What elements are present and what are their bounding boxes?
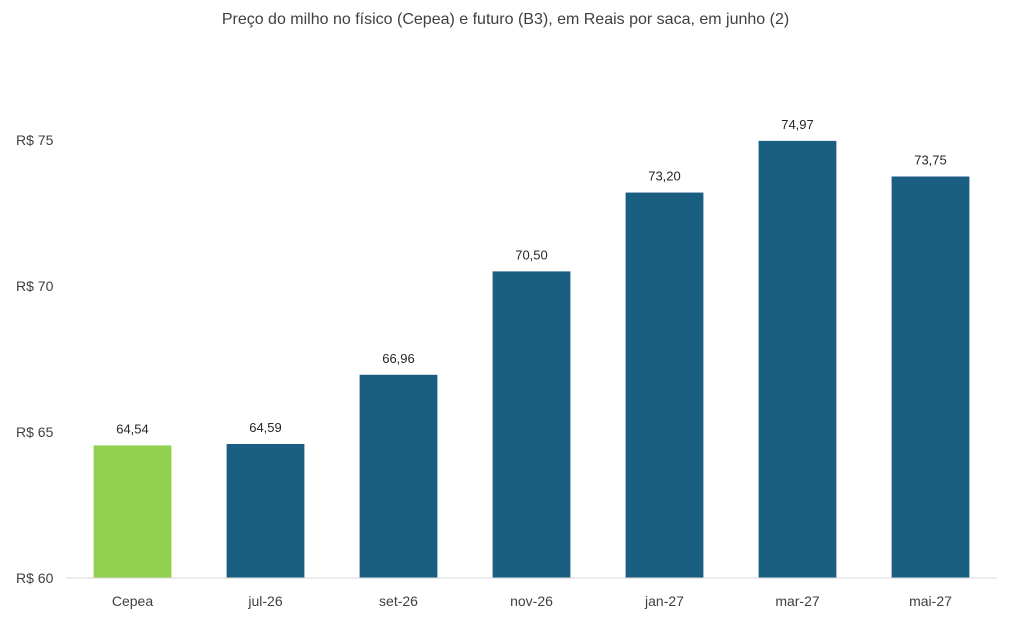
y-tick-label: R$ 60: [16, 570, 54, 586]
bars-group: [93, 140, 970, 578]
data-label: 64,59: [249, 420, 282, 435]
data-label: 74,97: [781, 117, 814, 132]
y-axis: R$ 60 R$ 65 R$ 70 R$ 75: [16, 132, 54, 586]
bar-nov-26: [492, 271, 571, 578]
bar-cepea: [93, 445, 172, 578]
bar-mai-27: [891, 176, 970, 578]
bar-jan-27: [625, 192, 704, 578]
data-label: 73,75: [914, 153, 947, 168]
data-label: 64,54: [116, 421, 149, 436]
data-label: 73,20: [648, 169, 681, 184]
bar-set-26: [359, 374, 438, 578]
bar-jul-26: [226, 443, 305, 578]
y-tick-label: R$ 65: [16, 424, 54, 440]
chart-title: Preço do milho no físico (Cepea) e futur…: [221, 11, 790, 28]
x-tick-label: nov-26: [510, 593, 553, 609]
x-tick-label: Cepea: [112, 593, 153, 609]
x-tick-label: mai-27: [909, 593, 952, 609]
bar-mar-27: [758, 140, 837, 578]
y-tick-label: R$ 75: [16, 132, 54, 148]
data-labels-group: 64,54 64,59 66,96 70,50 73,20 74,97 73,75: [116, 117, 947, 437]
x-tick-label: set-26: [379, 593, 418, 609]
x-tick-label: mar-27: [775, 593, 820, 609]
data-label: 70,50: [515, 247, 548, 262]
x-axis: Cepea jul-26 set-26 nov-26 jan-27 mar-27 mai-2…: [112, 593, 952, 609]
y-tick-label: R$ 70: [16, 278, 54, 294]
data-label: 66,96: [382, 351, 415, 366]
x-tick-label: jan-27: [644, 593, 684, 609]
x-tick-label: jul-26: [247, 593, 282, 609]
